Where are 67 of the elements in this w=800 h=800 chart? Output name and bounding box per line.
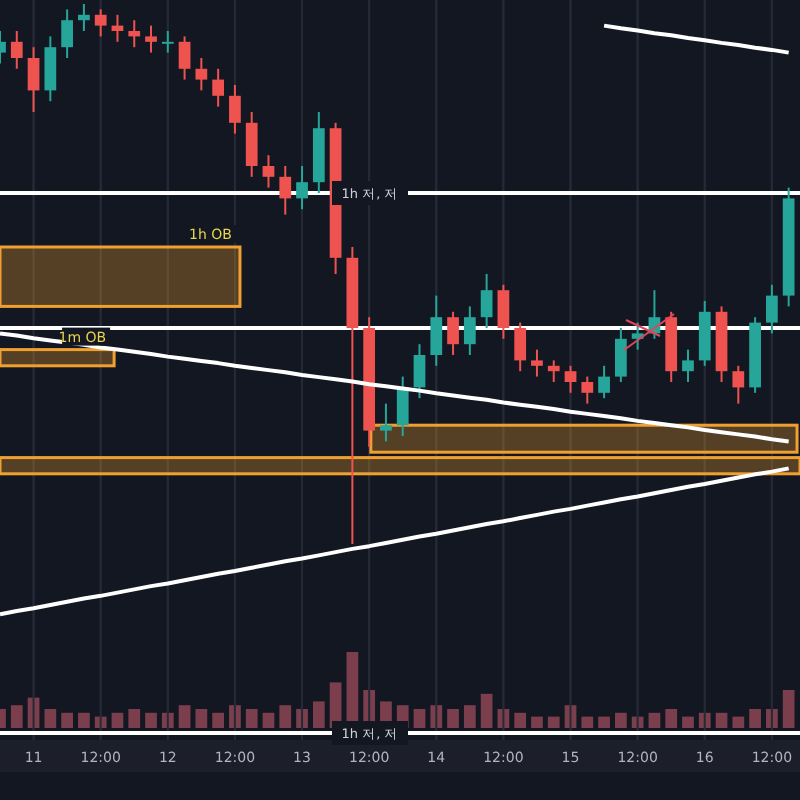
bar <box>78 712 90 728</box>
candlestick <box>10 30 23 70</box>
bar <box>128 709 141 728</box>
candlestick <box>413 343 426 400</box>
candlestick <box>94 8 107 38</box>
bar <box>212 712 225 728</box>
candlestick <box>480 273 493 329</box>
candlestick <box>245 111 258 178</box>
bar <box>312 701 325 728</box>
candlestick <box>212 67 225 108</box>
bar <box>782 690 795 728</box>
candlestick <box>564 364 577 394</box>
bar <box>581 716 594 728</box>
candlestick <box>430 294 443 367</box>
bar <box>531 716 543 728</box>
bar <box>715 712 728 728</box>
candlestick <box>279 165 292 216</box>
bar <box>665 709 678 728</box>
candlestick <box>614 327 627 383</box>
bar <box>463 705 476 728</box>
bar <box>245 709 258 728</box>
candlestick <box>27 46 40 113</box>
candlestick <box>598 364 610 400</box>
bar <box>145 712 157 728</box>
bar <box>10 705 23 728</box>
bar <box>514 712 527 728</box>
candlestick <box>547 359 560 383</box>
bar <box>178 705 191 728</box>
bar <box>413 709 426 728</box>
bar <box>648 712 661 728</box>
bar <box>732 716 745 728</box>
candlestick <box>531 348 543 378</box>
bar <box>447 709 459 728</box>
bar <box>598 716 610 728</box>
bar <box>279 705 292 728</box>
candlestick <box>396 375 409 437</box>
candlestick <box>631 321 644 351</box>
candlestick <box>128 19 141 49</box>
candlestick <box>682 348 694 383</box>
candlestick <box>581 375 594 405</box>
candlestick <box>229 84 241 135</box>
bar <box>61 712 73 728</box>
candlestick <box>732 364 745 405</box>
candlestick <box>296 165 308 211</box>
bar <box>614 712 627 728</box>
bar <box>44 709 57 728</box>
candlestick <box>497 283 510 340</box>
candlestick <box>380 402 392 443</box>
candlestick <box>161 30 174 54</box>
bar <box>547 716 560 728</box>
candlestick <box>514 321 527 373</box>
candlestick <box>78 3 90 32</box>
bar <box>480 693 493 728</box>
candlestick <box>766 283 778 335</box>
candlestick <box>145 24 157 54</box>
bar <box>195 709 208 728</box>
bar <box>749 709 761 728</box>
candlestick <box>195 57 208 92</box>
candlestick <box>44 35 57 103</box>
bar <box>682 716 694 728</box>
candlestick <box>463 305 476 356</box>
bar <box>111 712 124 728</box>
bar <box>262 712 275 728</box>
candlestick <box>61 8 73 59</box>
candlestick <box>447 310 459 356</box>
candlestick <box>262 154 275 189</box>
candlestick <box>178 35 191 81</box>
